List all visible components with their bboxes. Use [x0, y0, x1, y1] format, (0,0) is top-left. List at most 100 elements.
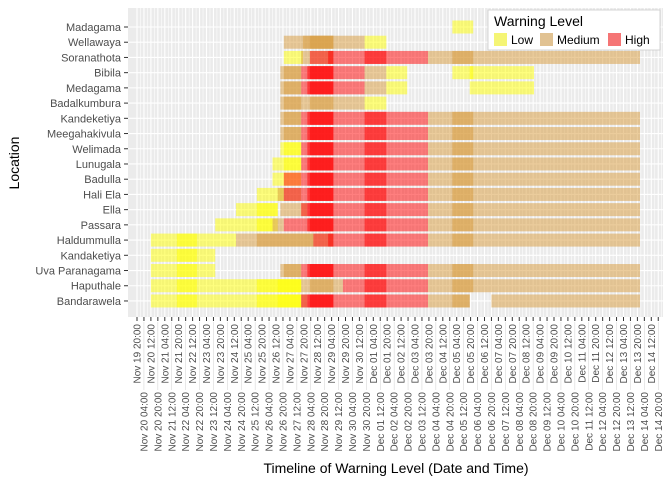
bar-segment-high [309, 187, 334, 201]
bar-segment-high [364, 172, 387, 186]
x-tick-label: Dec 07 20:00 [508, 324, 519, 384]
bar-segment-low [386, 81, 408, 95]
bar-segment-medium [452, 279, 474, 293]
legend-label-high: High [625, 33, 650, 47]
y-tick-label: Kandeketiya [60, 113, 121, 125]
x-tick-label: Dec 10 04:00 [556, 392, 567, 452]
bar-segment-low [364, 96, 387, 110]
bar-segment-medium [452, 203, 474, 217]
x-tick-label: Nov 22 20:00 [195, 392, 206, 452]
bar-segment-medium [452, 111, 474, 125]
x-tick-label: Nov 24 20:00 [237, 392, 248, 452]
bar-segment-medium [428, 157, 641, 171]
bar-segment-medium [364, 66, 387, 80]
bar-segment-high [364, 294, 387, 308]
bar-segment-high [364, 233, 387, 247]
bar-segment-high [309, 127, 334, 141]
bar-segment-low [176, 248, 197, 262]
y-tick-label: Bibila [94, 68, 122, 80]
bar-segment-medium [256, 233, 314, 247]
x-tick-label: Dec 13 12:00 [626, 392, 637, 452]
x-tick-label: Dec 10 12:00 [563, 324, 574, 384]
bar-segment-high [328, 233, 334, 247]
x-tick-label: Nov 29 12:00 [334, 392, 345, 452]
y-axis-title: Location [6, 137, 22, 190]
bar-segment-medium [283, 264, 302, 278]
y-tick-label: Medagama [66, 83, 122, 95]
x-tick-label: Nov 23 12:00 [209, 392, 220, 452]
bar-segment-low [176, 294, 197, 308]
x-tick-label: Dec 14 12:00 [647, 324, 658, 384]
x-tick-label: Dec 12 04:00 [598, 392, 609, 452]
y-tick-label: Ella [103, 205, 122, 217]
x-tick-label: Nov 20 20:00 [153, 392, 164, 452]
y-tick-label: Haputhale [71, 281, 121, 293]
bar-segment-high [309, 157, 334, 171]
bar-segment-high [364, 203, 387, 217]
bar-segment-high [364, 127, 387, 141]
legend-label-low: Low [511, 33, 533, 47]
x-tick-label: Nov 22 04:00 [181, 392, 192, 452]
bar-segment-high [364, 218, 387, 232]
x-tick-label: Dec 12 12:00 [605, 324, 616, 384]
x-tick-label: Dec 13 20:00 [633, 324, 644, 384]
y-tick-label: Passara [81, 220, 122, 232]
bar-segment-high [328, 50, 334, 64]
bar-segment-medium [428, 50, 641, 64]
bar-segment-low [176, 233, 197, 247]
bar-segment-low [469, 66, 535, 80]
x-tick-label: Nov 29 20:00 [341, 324, 352, 384]
x-tick-label: Nov 28 20:00 [320, 392, 331, 452]
bar-segment-low [277, 279, 302, 293]
x-tick-label: Nov 22 12:00 [188, 324, 199, 384]
bars [150, 20, 641, 308]
x-tick-label: Dec 02 12:00 [397, 324, 408, 384]
bar-segment-medium [428, 264, 641, 278]
y-axis: Madagama Wellawaya Soranathota Bibila Medaga… [35, 22, 128, 308]
x-tick-label: Nov 28 12:00 [313, 324, 324, 384]
x-tick-label: Dec 05 04:00 [452, 324, 463, 384]
bar-segment-high [283, 218, 302, 232]
bar-segment-medium [452, 187, 474, 201]
y-tick-label: Badulla [84, 174, 122, 186]
bar-segment-low [176, 264, 197, 278]
y-tick-label: Kandaketiya [60, 250, 121, 262]
x-tick-label: Dec 05 20:00 [466, 324, 477, 384]
bar-segment-high [364, 279, 387, 293]
x-tick-label: Nov 30 04:00 [348, 392, 359, 452]
legend: Warning Level Low Medium High [487, 9, 661, 51]
bar-segment-high [364, 111, 387, 125]
bar-segment-high [364, 264, 387, 278]
x-tick-label: Dec 14 04:00 [640, 392, 651, 452]
bar-segment-medium [428, 203, 641, 217]
x-tick-label: Dec 01 20:00 [383, 324, 394, 384]
bar-segment-low [283, 157, 302, 171]
bar-segment-low [283, 50, 303, 64]
x-tick-label: Nov 29 04:00 [327, 324, 338, 384]
bar-segment-medium [428, 142, 641, 156]
x-tick-label: Nov 26 12:00 [272, 324, 283, 384]
bar-segment-high [283, 172, 302, 186]
legend-title: Warning Level [494, 13, 583, 29]
bar-segment-low [256, 218, 273, 232]
x-tick-label: Dec 06 12:00 [480, 324, 491, 384]
y-tick-label: Wellawaya [68, 37, 122, 49]
bar-segment-medium [452, 172, 474, 186]
bar-segment-low [452, 66, 474, 80]
x-tick-label: Nov 27 20:00 [299, 324, 310, 384]
x-tick-label: Dec 12 20:00 [612, 392, 623, 452]
x-tick-label: Nov 23 20:00 [216, 324, 227, 384]
bar-segment-medium [428, 218, 641, 232]
bar-segment-medium [452, 50, 474, 64]
x-tick-label: Dec 04 04:00 [431, 392, 442, 452]
bar-segment-high [309, 66, 334, 80]
bar-segment-low [256, 187, 284, 201]
x-tick-label: Nov 27 12:00 [292, 392, 303, 452]
x-tick-label: Nov 21 12:00 [167, 392, 178, 452]
x-tick-label: Nov 26 20:00 [278, 392, 289, 452]
bar-segment-medium [452, 264, 474, 278]
bar-segment-low [364, 35, 387, 49]
x-tick-label: Dec 02 04:00 [390, 392, 401, 452]
x-tick-label: Nov 20 12:00 [146, 324, 157, 384]
